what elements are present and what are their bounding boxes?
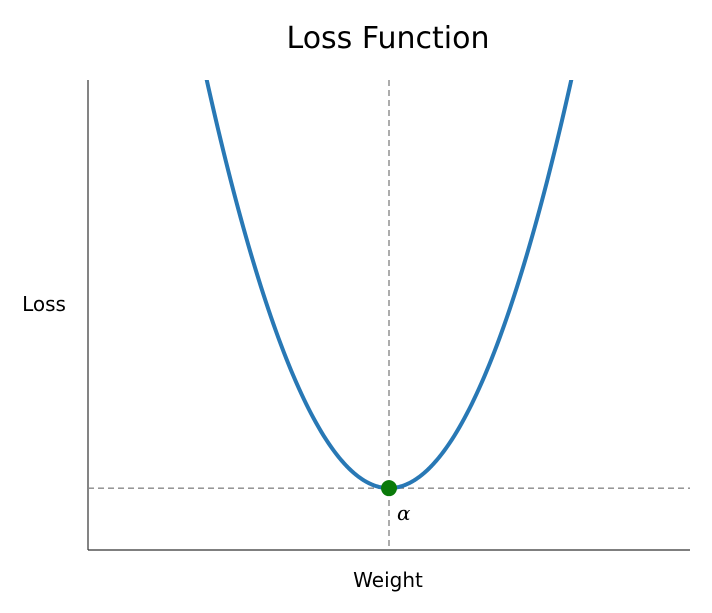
- chart-title: Loss Function: [287, 21, 490, 56]
- minimum-annotation-label: α: [397, 501, 411, 525]
- x-axis-label: Weight: [353, 568, 423, 592]
- plot-area: α: [87, 80, 690, 551]
- minimum-point-marker: [381, 480, 397, 497]
- y-axis-label: Loss: [22, 292, 66, 316]
